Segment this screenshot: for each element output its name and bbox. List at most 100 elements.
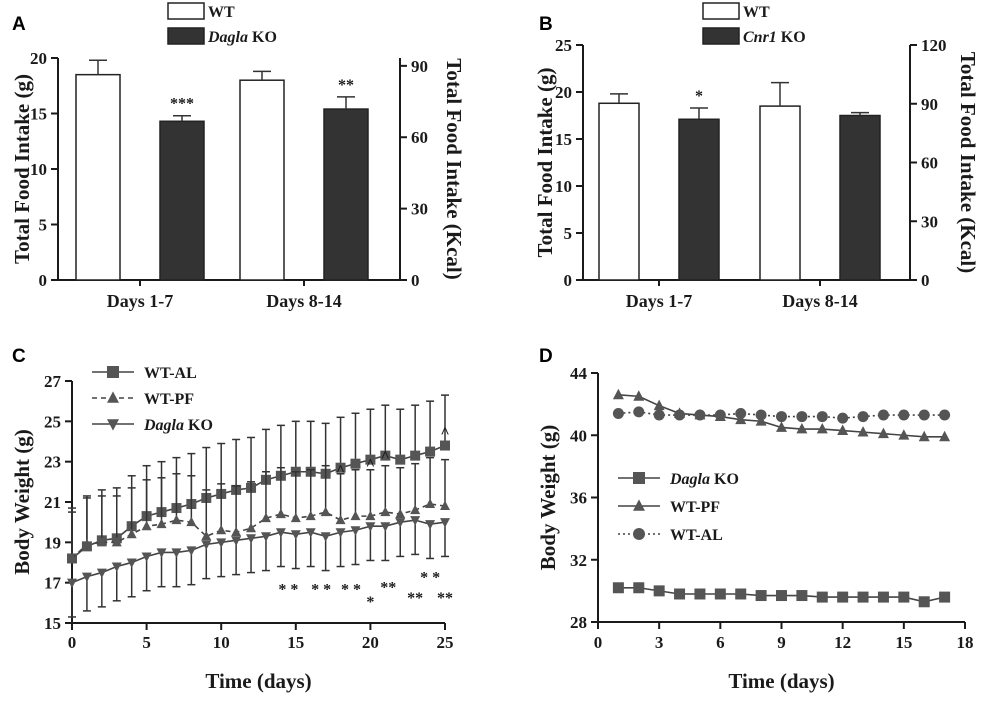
data-point: [653, 409, 665, 421]
bar: [678, 118, 720, 281]
bar: [839, 114, 881, 281]
panel-label-a: A: [12, 14, 26, 35]
data-point: [674, 409, 686, 421]
legend-swatch: [167, 2, 205, 20]
x-tick-label: 6: [716, 633, 725, 652]
series-wt-al: [612, 406, 951, 424]
data-point: [837, 591, 849, 603]
series-line: [71, 503, 446, 560]
significance-marker: **: [437, 590, 453, 607]
significance-marker: **: [338, 77, 354, 94]
data-point: [837, 412, 849, 424]
x-tick-label: 3: [655, 633, 664, 652]
data-point: [201, 530, 212, 541]
data-point: [365, 510, 376, 521]
y-tick-label: 27: [44, 372, 62, 391]
data-point: [380, 522, 391, 532]
data-point: [275, 508, 286, 519]
x-tick-label: 10: [213, 633, 230, 652]
data-point: [796, 411, 808, 423]
significance-marker: **: [380, 580, 396, 597]
legend-marker: [633, 528, 645, 540]
data-point: [939, 409, 951, 421]
data-point: [776, 590, 787, 602]
x-tick-label: 9: [777, 633, 786, 652]
y2-tick-label: 0: [921, 271, 930, 290]
data-point: [290, 512, 301, 523]
y-axis-title: Total Food Intake (g): [10, 74, 34, 264]
y-tick-label: 10: [555, 177, 572, 196]
data-point: [939, 430, 951, 442]
legend-label: WT: [743, 4, 770, 21]
data-point: [816, 411, 828, 423]
data-point: [776, 411, 787, 423]
data-point: [320, 532, 331, 542]
bar: [598, 102, 640, 281]
data-point: [111, 536, 122, 547]
y-tick-label: 17: [44, 574, 62, 593]
data-point: [735, 588, 747, 600]
data-point: [755, 409, 767, 421]
y-tick-label: 20: [30, 49, 47, 68]
data-point: [216, 538, 227, 548]
data-point: [350, 510, 361, 521]
data-point: [410, 516, 421, 526]
data-point: [612, 582, 624, 594]
data-point: [425, 498, 436, 509]
legend-label: Dagla KO: [143, 417, 213, 434]
x-tick-label: 18: [957, 633, 974, 652]
data-point: [380, 450, 391, 461]
data-point: [141, 520, 152, 531]
x-tick-label: 25: [437, 633, 454, 652]
significance-marker: ^: [366, 457, 375, 474]
data-point: [410, 504, 421, 515]
data-point: [898, 429, 910, 440]
category-label: Days 1-7: [626, 291, 693, 311]
data-point: [898, 591, 910, 603]
y-tick-label: 25: [555, 36, 572, 55]
data-point: [141, 552, 152, 562]
data-point: [96, 568, 107, 579]
data-point: [735, 407, 747, 419]
data-point: [335, 528, 346, 538]
data-point: [633, 582, 645, 594]
data-point: [171, 548, 182, 558]
data-point: [216, 524, 227, 535]
legend-label-suffix: KO: [248, 29, 277, 46]
legend-label: Cnr1 KO: [743, 29, 806, 46]
legend-label-name: WT-PF: [670, 499, 720, 516]
significance-marker: *: [695, 88, 703, 105]
data-point: [126, 528, 137, 539]
y2-axis-title: Total Food Intake (Kcal): [442, 58, 466, 279]
data-point: [186, 546, 197, 556]
legend-label-name: Dagla: [143, 417, 184, 434]
legend-label: Dagla KO: [669, 471, 739, 488]
y2-tick-label: 60: [411, 128, 428, 147]
y2-tick-label: 120: [921, 36, 947, 55]
significance-marker: * *: [420, 570, 440, 587]
significance-marker: ^: [381, 449, 390, 466]
x-axis-title: Time (days): [205, 669, 311, 693]
data-point: [653, 399, 665, 411]
legend-label-name: Cnr1: [743, 29, 777, 46]
panel-label-b: B: [539, 14, 553, 35]
data-point: [395, 518, 406, 528]
data-point: [246, 522, 257, 533]
data-point: [633, 390, 645, 401]
data-point: [440, 518, 450, 528]
data-point: [67, 552, 77, 563]
panel-label-d: D: [539, 346, 553, 367]
data-point: [67, 578, 77, 589]
y2-tick-label: 90: [411, 57, 428, 76]
data-point: [246, 534, 257, 544]
data-point: [440, 500, 450, 511]
panel-c: C 15 17 19 21 23 25 27 Body Weight (g) 0 5 10 15 20 25…: [10, 346, 454, 693]
data-point: [694, 588, 706, 600]
data-point: [231, 536, 242, 546]
significance-marker: * *: [341, 582, 361, 599]
data-point: [440, 440, 450, 451]
data-point: [395, 508, 406, 519]
y-tick-label: 0: [564, 271, 573, 290]
y2-tick-label: 60: [921, 154, 938, 173]
